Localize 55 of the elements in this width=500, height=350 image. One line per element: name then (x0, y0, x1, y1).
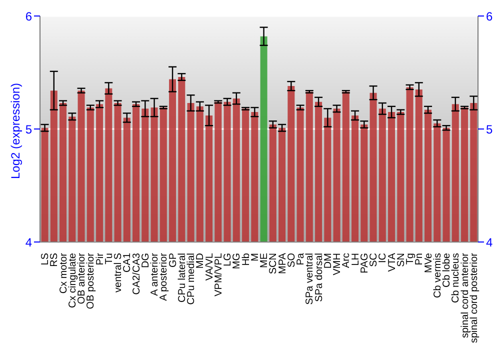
x-tick-label: Cx motor (58, 252, 70, 294)
x-tick-label: Cx cingulate (67, 252, 78, 308)
x-tick-label: MD (195, 253, 206, 269)
x-tick-label: A posterior (158, 252, 170, 301)
x-tick-label: LH (350, 253, 362, 266)
x-tick-label: IC (378, 253, 389, 263)
x-tick-label: CPu medial (186, 253, 198, 305)
x-tick-label: SO (286, 252, 298, 268)
x-tick-label: MPA (277, 252, 288, 274)
x-tick-label: SC (368, 253, 380, 267)
x-tick-label: VPM/VPL (213, 252, 224, 296)
x-tick-label: OB anterior (76, 252, 88, 304)
x-tick-label: DG (140, 252, 152, 268)
x-tick-label: VTA (386, 252, 398, 272)
x-tick-label: Tg (405, 253, 416, 265)
x-tick-label: M (250, 253, 261, 262)
x-tick-label: spinal cord posterior (468, 252, 480, 344)
x-tick-label: DM (322, 253, 334, 269)
x-tick-label: SN (396, 253, 407, 267)
x-tick-label: Tu (104, 253, 115, 264)
x-tick-label: spinal cord anterior (460, 252, 471, 338)
x-tick-label: VMH (332, 253, 344, 276)
x-tick-label: LG (222, 252, 234, 266)
x-tick-label: A anterior (150, 252, 161, 296)
x-tick-label: MG (232, 252, 243, 270)
x-tick-label: MVe (423, 252, 434, 274)
x-tick-label: SCN (268, 253, 280, 274)
x-tick-label: Pir (94, 252, 106, 266)
x-tick-label: ME (259, 252, 270, 268)
x-tick-label: Pa (296, 252, 307, 266)
x-tick-label: SPa ventral (304, 253, 316, 305)
x-tick-label: OB posterior (86, 252, 97, 310)
y-tick-label: 6 (25, 9, 32, 24)
y-axis-title: Log2 (expression) (8, 82, 22, 179)
x-tick-label: PAG (359, 252, 370, 274)
x-tick-label: CA2/CA3 (131, 252, 142, 295)
x-tick-label: Arc (341, 253, 352, 268)
x-tick-label: Cb lobe (442, 252, 453, 288)
x-tick-label: VA/VL (204, 252, 216, 281)
x-tick-label: LS (40, 252, 52, 266)
y2-tick-label: 4 (486, 235, 493, 250)
x-tick-label: SPa dorsal (314, 253, 325, 302)
x-tick-label: GP (168, 252, 179, 268)
x-tick-label: Pn (414, 253, 426, 266)
x-tick-label: ventral S (113, 252, 124, 292)
x-tick-label: Hb (240, 252, 252, 266)
x-tick-label: Cb nucleus (450, 253, 462, 304)
y-tick-label: 4 (25, 235, 32, 250)
x-tick-label: RS (49, 252, 60, 267)
x-tick-label: CA1 (122, 252, 134, 272)
x-tick-label: CPu lateral (176, 253, 188, 302)
y-tick-label: 5 (25, 122, 32, 136)
y2-tick-label: 6 (486, 9, 493, 24)
x-tick-label: Cb vermis (432, 253, 444, 298)
y2-tick-label: 5 (486, 122, 493, 136)
